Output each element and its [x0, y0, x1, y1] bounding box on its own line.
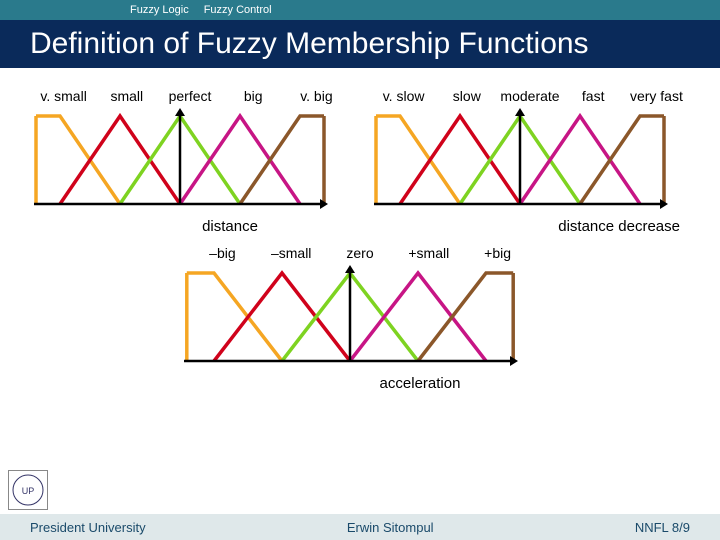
chart-distance-decrease: v. slowslowmoderatefastvery fast distanc… — [370, 88, 690, 235]
mf-label: +big — [463, 245, 532, 261]
mf-label: –big — [188, 245, 257, 261]
topbar-left: Fuzzy Logic — [130, 4, 189, 16]
axis-distance: distance — [110, 218, 350, 235]
mf-label: +small — [394, 245, 463, 261]
mf-label: slow — [435, 88, 498, 104]
chart-acceleration: –big–smallzero+small+big acceleration — [180, 245, 540, 392]
topbar-right: Fuzzy Control — [204, 4, 272, 16]
axis-distance-decrease: distance decrease — [370, 218, 690, 235]
chart-distance: v. smallsmallperfectbigv. big distance — [30, 88, 350, 235]
mf-label: –small — [257, 245, 326, 261]
footer-center: Erwin Sitompul — [347, 520, 434, 535]
footer-left: President University — [30, 520, 146, 535]
footer: President University Erwin Sitompul NNFL… — [0, 514, 720, 540]
mf-label: big — [222, 88, 285, 104]
mf-label: moderate — [498, 88, 561, 104]
page-title: Definition of Fuzzy Membership Functions — [30, 27, 589, 61]
axis-acceleration: acceleration — [300, 375, 540, 392]
mf-label: perfect — [158, 88, 221, 104]
footer-right: NNFL 8/9 — [635, 520, 690, 535]
mf-label: small — [95, 88, 158, 104]
svg-text:UP: UP — [22, 486, 35, 496]
mf-label: zero — [326, 245, 395, 261]
mf-label: v. slow — [372, 88, 435, 104]
mf-label: v. small — [32, 88, 95, 104]
mf-label: v. big — [285, 88, 348, 104]
mf-label: very fast — [625, 88, 688, 104]
university-logo-icon: UP — [8, 470, 48, 510]
mf-label: fast — [562, 88, 625, 104]
